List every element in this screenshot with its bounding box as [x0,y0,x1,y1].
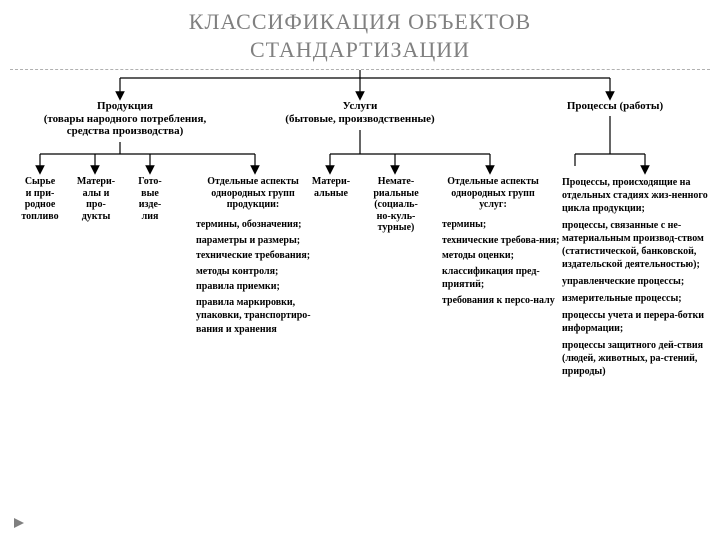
list-processes: Процессы, происходящие на отдельных стад… [562,176,712,382]
list-svc-aspects: термины; технические требова-ния; методы… [434,218,560,309]
leaf-raw: Сырьеи при-родноетопливо [14,176,66,222]
corner-marker-icon [12,516,26,530]
branch-services: Услуги(бытовые, производственные) [270,100,450,125]
list-prod-aspects: термины, обозначения; параметры и размер… [188,218,324,338]
leaf-materials: Матери-алы ипро-дукты [70,176,122,222]
leaf-immaterial-svc: Немате-риальные(социаль-но-куль-турные) [364,176,428,234]
leaf-finished: Гото-выеизде-лия [126,176,174,222]
branch-products: Продукция(товары народного потребления,с… [30,100,220,138]
diagram-area: Продукция(товары народного потребления,с… [0,70,720,530]
title-line-1: КЛАССИФИКАЦИЯ ОБЪЕКТОВ [189,9,531,34]
leaf-prod-aspects: Отдельные аспектыоднородных групппродукц… [188,176,318,211]
branch-processes: Процессы (работы) [540,100,690,113]
leaf-material-svc: Матери-альные [306,176,356,199]
title-line-2: СТАНДАРТИЗАЦИИ [250,37,470,62]
leaf-svc-aspects: Отдельные аспектыоднородных группуслуг: [434,176,552,211]
